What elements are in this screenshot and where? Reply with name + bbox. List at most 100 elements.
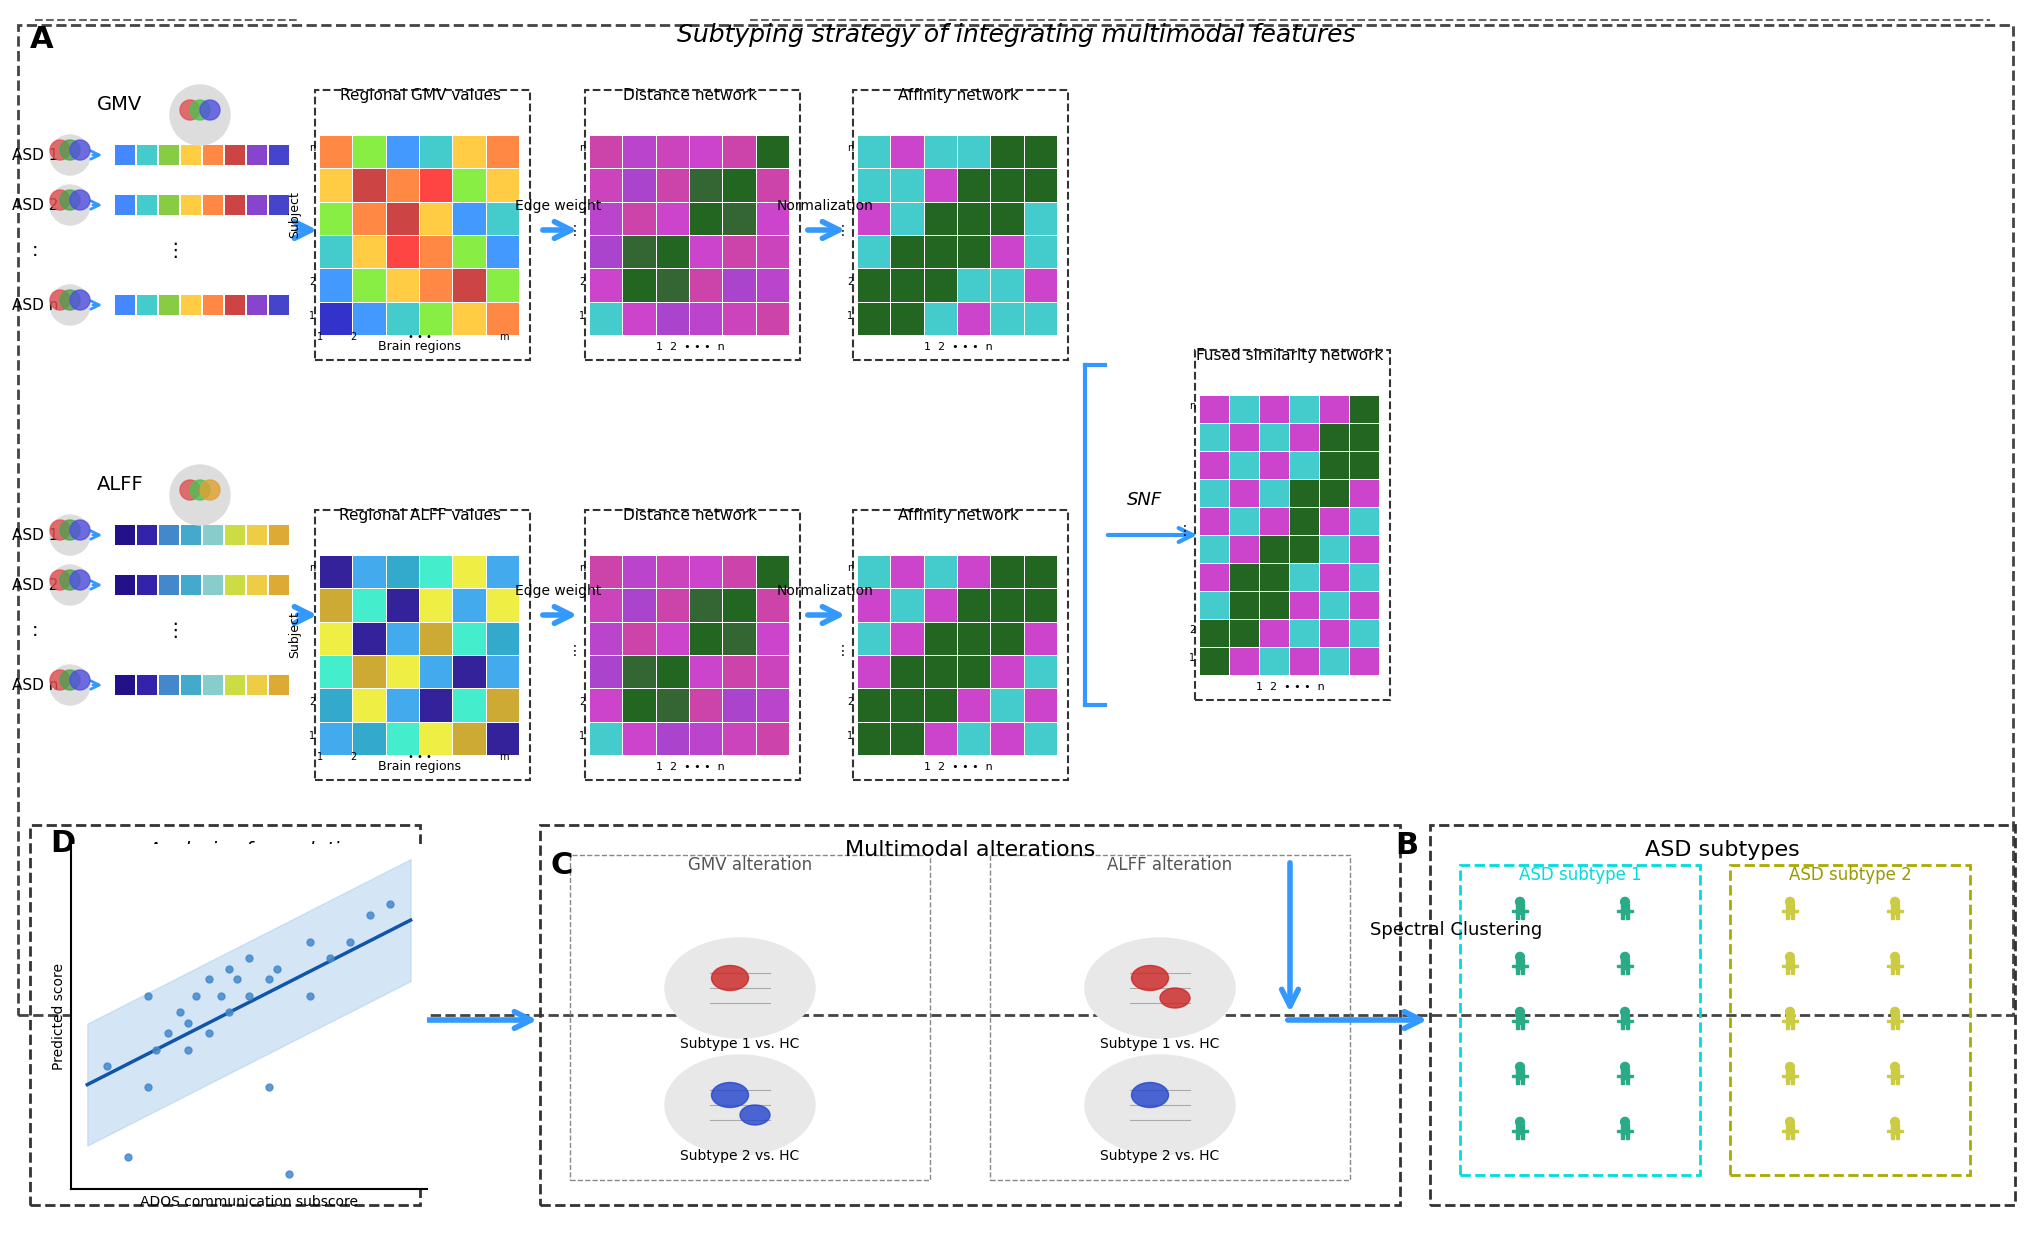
Circle shape	[61, 140, 79, 161]
Bar	[1782, 1074, 1786, 1077]
Bar	[488, 589, 518, 621]
Bar	[203, 576, 224, 595]
Bar	[319, 589, 352, 621]
Bar	[1630, 909, 1632, 911]
Bar	[589, 269, 622, 301]
Bar	[1626, 1024, 1630, 1030]
Bar	[892, 136, 925, 168]
Bar	[1512, 1020, 1516, 1021]
Bar	[1260, 592, 1288, 619]
Text: A: A	[30, 26, 53, 54]
Bar	[453, 236, 486, 268]
Bar	[1516, 913, 1520, 919]
Bar	[226, 525, 246, 545]
Bar	[1260, 564, 1288, 592]
Bar	[1622, 1024, 1624, 1030]
Text: • • •: • • •	[408, 332, 433, 342]
Bar	[723, 622, 756, 655]
Bar	[30, 825, 421, 1205]
Text: Subtyping strategy of integrating multimodal features: Subtyping strategy of integrating multim…	[677, 23, 1355, 47]
Bar	[1622, 1070, 1630, 1079]
Bar	[892, 169, 925, 201]
Text: :: :	[33, 620, 39, 640]
Bar	[1790, 968, 1794, 974]
Bar	[1790, 1078, 1794, 1084]
Bar	[354, 722, 386, 755]
Circle shape	[1890, 952, 1900, 961]
Bar	[656, 269, 689, 301]
Bar	[1617, 1020, 1622, 1021]
Bar	[421, 203, 453, 235]
Bar	[957, 203, 990, 235]
Text: • • •: • • •	[408, 752, 433, 762]
Text: 2: 2	[847, 277, 853, 287]
Bar	[1229, 452, 1260, 479]
Bar	[589, 303, 622, 335]
Bar	[453, 622, 486, 655]
Bar	[624, 303, 656, 335]
Text: 2: 2	[1189, 625, 1195, 635]
Bar	[756, 136, 788, 168]
Text: Affinity network: Affinity network	[898, 508, 1018, 522]
Bar	[1516, 960, 1524, 969]
Bar	[319, 556, 352, 588]
Bar	[1617, 965, 1622, 967]
Circle shape	[1786, 952, 1794, 961]
Point	[293, 931, 325, 951]
Bar	[181, 525, 201, 545]
Bar	[1290, 396, 1319, 424]
Bar	[248, 525, 266, 545]
Bar	[158, 525, 179, 545]
Ellipse shape	[1132, 966, 1168, 990]
Bar	[226, 576, 246, 595]
Bar	[858, 269, 890, 301]
Bar	[957, 722, 990, 755]
Bar	[925, 236, 957, 268]
Bar	[624, 203, 656, 235]
Ellipse shape	[1132, 1083, 1168, 1108]
Bar	[1024, 556, 1057, 588]
Bar	[723, 689, 756, 721]
Bar	[1512, 1074, 1516, 1077]
Bar	[892, 236, 925, 268]
Ellipse shape	[1085, 1055, 1235, 1155]
Bar	[656, 622, 689, 655]
Circle shape	[1786, 1118, 1794, 1126]
Bar	[1349, 452, 1380, 479]
Bar	[691, 656, 721, 688]
Bar	[1786, 1134, 1790, 1140]
Bar	[925, 169, 957, 201]
Bar	[1024, 136, 1057, 168]
Bar	[1321, 592, 1349, 619]
Bar	[1516, 1024, 1520, 1030]
Point	[354, 905, 386, 925]
Bar	[1349, 564, 1380, 592]
Bar	[1024, 689, 1057, 721]
Bar	[992, 622, 1024, 655]
Bar	[925, 136, 957, 168]
Text: Affinity network: Affinity network	[898, 88, 1018, 103]
Bar	[756, 722, 788, 755]
Bar	[1786, 1070, 1794, 1079]
Text: Normalization: Normalization	[776, 199, 874, 212]
Text: ⋮: ⋮	[165, 241, 185, 259]
Bar	[925, 303, 957, 335]
Point	[132, 986, 165, 1005]
Text: 1: 1	[579, 311, 585, 321]
Text: 2: 2	[579, 277, 585, 287]
Circle shape	[61, 671, 79, 690]
Bar	[756, 303, 788, 335]
Bar	[1201, 480, 1229, 508]
Bar	[1900, 965, 1902, 967]
Bar	[1229, 396, 1260, 424]
Bar	[1349, 424, 1380, 451]
Bar	[589, 203, 622, 235]
Bar	[1201, 424, 1229, 451]
Text: Subtype 2 vs. HC: Subtype 2 vs. HC	[681, 1149, 801, 1163]
Bar	[1790, 1134, 1794, 1140]
Bar	[1229, 508, 1260, 535]
Bar	[1349, 480, 1380, 508]
Point	[333, 931, 366, 951]
Bar	[1512, 909, 1516, 911]
Text: Subject: Subject	[289, 191, 301, 238]
